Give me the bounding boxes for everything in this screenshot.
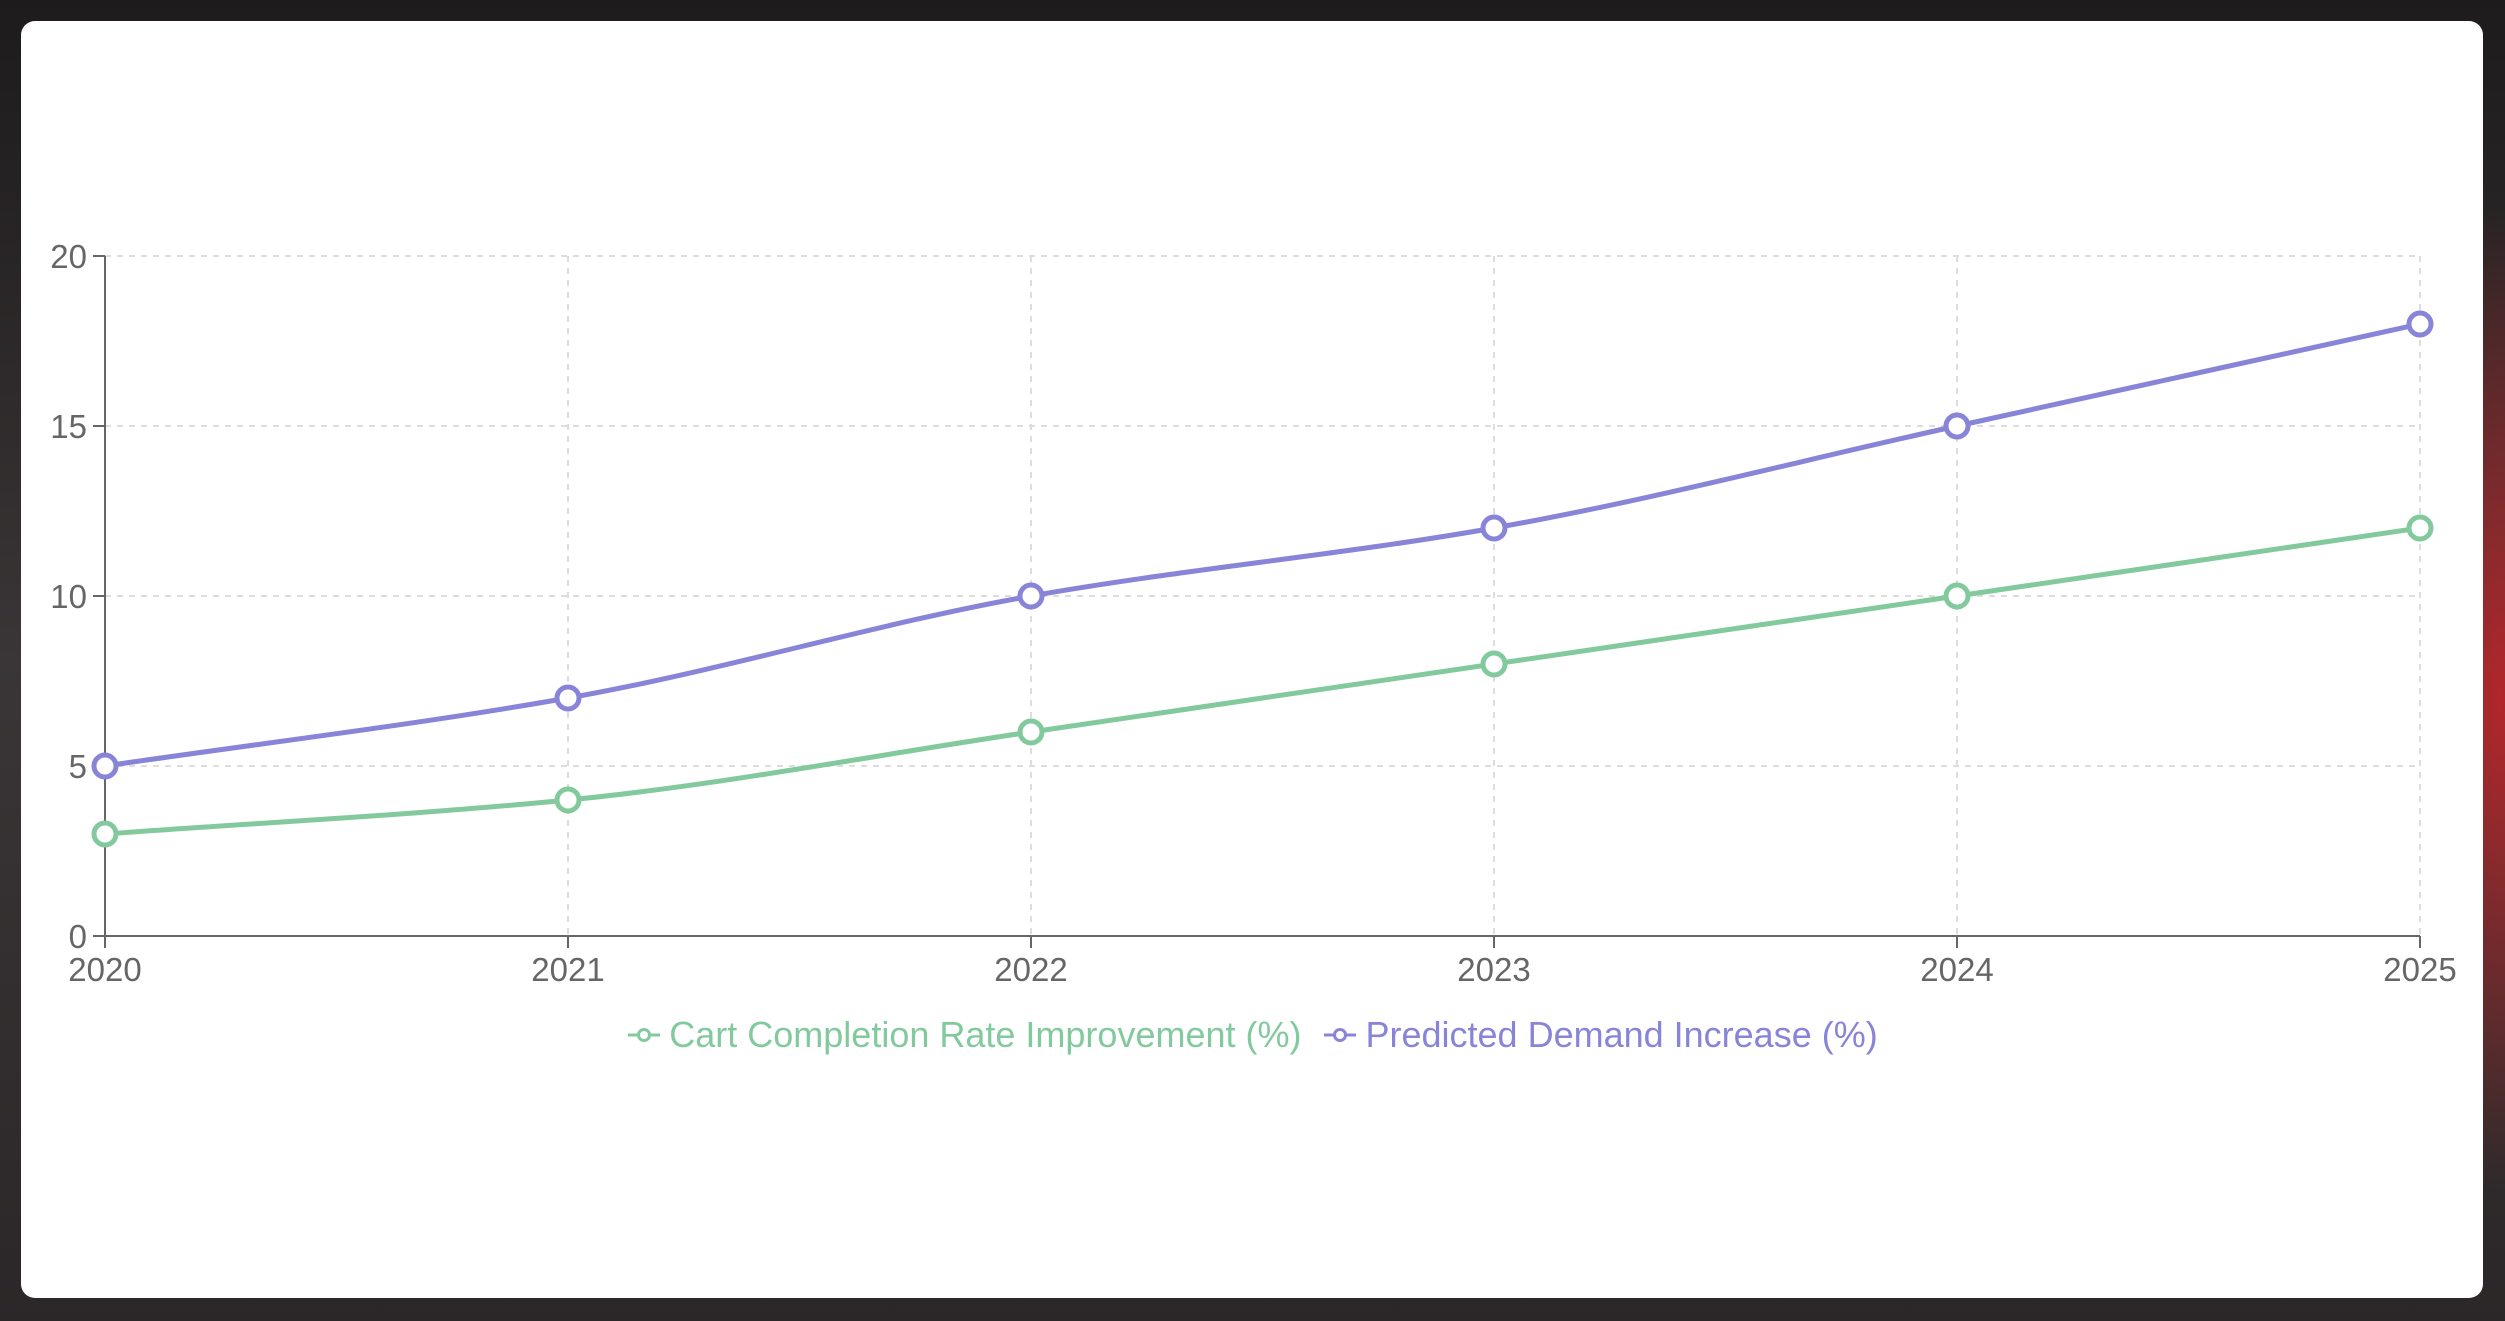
data-point[interactable] <box>554 684 582 712</box>
data-point[interactable] <box>1480 514 1508 542</box>
x-tick-label: 2022 <box>994 951 1067 988</box>
legend-label: Cart Completion Rate Improvement (%) <box>669 1014 1302 1055</box>
series-1 <box>91 310 2434 780</box>
x-tick-label: 2024 <box>1920 951 1993 988</box>
legend-label: Predicted Demand Increase (%) <box>1365 1014 1878 1055</box>
chart-card <box>21 21 2483 1298</box>
legend-item-predicted-demand[interactable]: Predicted Demand Increase (%) <box>1323 1014 1878 1056</box>
series-0 <box>91 514 2434 848</box>
data-point[interactable] <box>554 786 582 814</box>
series-line <box>104 321 2421 769</box>
data-point[interactable] <box>2406 514 2434 542</box>
data-point[interactable] <box>1943 582 1971 610</box>
x-tick-label: 2025 <box>2383 951 2456 988</box>
grid <box>104 255 2421 936</box>
data-point[interactable] <box>91 752 119 780</box>
data-point[interactable] <box>2406 310 2434 338</box>
y-tick-label: 20 <box>50 238 87 275</box>
legend-line-icon <box>628 1028 661 1042</box>
x-tick-label: 2021 <box>531 951 604 988</box>
series-group <box>91 310 2434 848</box>
x-tick-label: 2023 <box>1457 951 1530 988</box>
legend-line-icon <box>1324 1028 1357 1042</box>
data-point[interactable] <box>1943 412 1971 440</box>
x-tick-label: 2020 <box>68 951 141 988</box>
y-tick-label: 5 <box>69 748 87 785</box>
data-point[interactable] <box>1017 718 1045 746</box>
y-tick-label: 15 <box>50 408 87 445</box>
legend-item-cart-completion[interactable]: Cart Completion Rate Improvement (%) <box>627 1014 1301 1056</box>
y-tick-label: 0 <box>69 918 87 955</box>
data-point[interactable] <box>1017 582 1045 610</box>
data-point[interactable] <box>1480 650 1508 678</box>
legend: Cart Completion Rate Improvement (%) Pre… <box>0 1014 2505 1056</box>
data-point[interactable] <box>91 820 119 848</box>
series-line <box>104 525 2421 837</box>
y-tick-label: 10 <box>50 578 87 615</box>
